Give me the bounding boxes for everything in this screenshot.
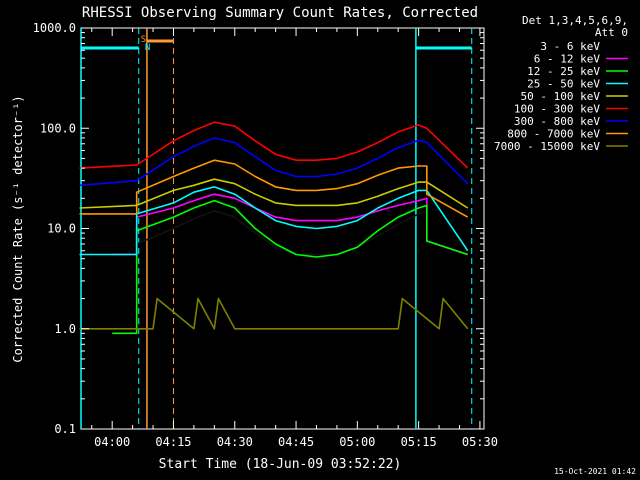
x-tick-label: 05:15 [401, 435, 437, 449]
legend-entry-label: 12 - 25 keV [527, 65, 600, 78]
x-tick-label: 04:00 [94, 435, 130, 449]
chart-title: RHESSI Observing Summary Count Rates, Co… [82, 5, 478, 21]
y-axis-label: Corrected Count Rate (s⁻¹ detector⁻¹) [11, 95, 25, 362]
series-line-6-12-kev [112, 193, 468, 256]
series-lines [79, 121, 469, 335]
date-stamp: 15-Oct-2021 01:42 [554, 467, 636, 476]
x-tick-label: 05:30 [462, 435, 498, 449]
y-tick-label: 0.1 [54, 422, 76, 436]
series-line-12-25-kev [112, 199, 468, 335]
series-line-100-300-kev [79, 121, 469, 169]
legend-entry-label: 300 - 800 keV [514, 115, 600, 128]
y-tick-label: 1.0 [54, 322, 76, 336]
legend-header: Det 1,3,4,5,6,9, [522, 14, 628, 27]
series-line-300-800-kev [79, 137, 469, 187]
x-axis-label: Start Time (18-Jun-09 03:52:22) [159, 457, 402, 472]
legend-entry-label: 3 - 6 keV [540, 40, 600, 53]
x-tick-label: 04:30 [217, 435, 253, 449]
series-line-50-100-kev [79, 178, 469, 209]
y-tick-label: 1000.0 [33, 21, 76, 35]
night-flag-label: N [145, 43, 150, 53]
series-line-7000-15000-kev [79, 297, 469, 330]
legend-entry-label: 25 - 50 keV [527, 78, 600, 91]
y-tick-label: 10.0 [47, 222, 76, 236]
legend-header: Att 0 [595, 26, 628, 39]
y-tick-label: 100.0 [40, 121, 76, 135]
flag-markers: SN [80, 28, 473, 429]
x-tick-label: 05:00 [339, 435, 375, 449]
series-line-800-7000-kev [79, 159, 469, 218]
axis-ticks: 04:00 04:15 04:30 04:45 05:00 05:15 05:30 0.1 1.… [33, 21, 498, 449]
legend-entry-label: 6 - 12 keV [534, 53, 601, 66]
series-line-25-50-kev [79, 186, 469, 256]
legend-entry-label: 800 - 7000 keV [507, 128, 600, 141]
x-tick-label: 04:15 [155, 435, 191, 449]
saa-flag-label: S [141, 35, 146, 45]
legend-entry-label: 50 - 100 keV [521, 90, 601, 103]
legend-entry-label: 7000 - 15000 keV [494, 140, 600, 153]
legend-entry-label: 100 - 300 keV [514, 103, 600, 116]
x-tick-label: 04:45 [278, 435, 314, 449]
